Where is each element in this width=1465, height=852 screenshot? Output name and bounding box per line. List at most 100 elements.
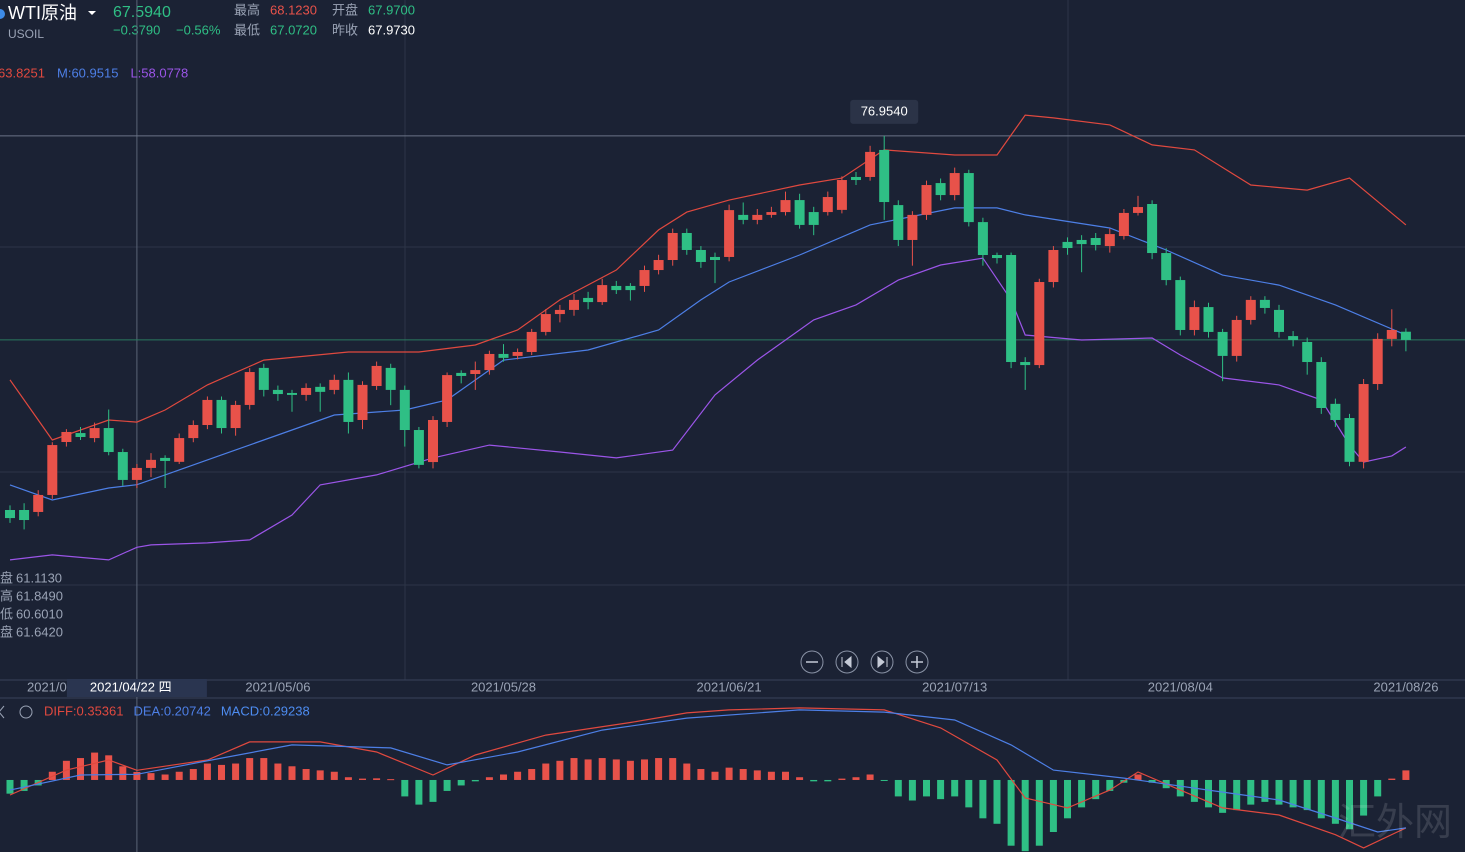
macd-bar (1388, 778, 1396, 780)
candle-body (442, 375, 453, 422)
collapse-button[interactable] (0, 705, 5, 719)
candle-body (611, 285, 622, 291)
macd-bar (232, 763, 240, 780)
candle-body (1274, 309, 1284, 332)
macd-bar (133, 771, 141, 780)
macd-bar (119, 766, 127, 780)
macd-bar (796, 777, 804, 780)
candle-body (470, 370, 481, 374)
candle-body (287, 392, 297, 395)
candle-body (1090, 238, 1101, 245)
candle-body (949, 173, 960, 196)
macd-bar (401, 779, 409, 797)
next-button[interactable] (870, 650, 894, 674)
candle-body (1372, 338, 1383, 385)
macd-bar (556, 760, 564, 780)
macd-bar (697, 769, 705, 780)
macd-bar (1219, 779, 1227, 813)
watermark: 汇外网 (1338, 802, 1452, 844)
macd-bar (316, 770, 324, 780)
macd-bar (1346, 779, 1353, 830)
macd-bar (1360, 779, 1368, 816)
prev-button[interactable] (835, 650, 859, 674)
candle-body (724, 210, 735, 257)
candle-body (1259, 299, 1270, 308)
macd-bar (1331, 779, 1339, 824)
macd-bar (965, 779, 973, 808)
macd-bar (1176, 779, 1184, 797)
macd-bar (711, 771, 719, 780)
candle-body (1302, 341, 1313, 363)
candle-body (272, 389, 283, 395)
macd-bar (753, 770, 761, 780)
macd-bar (1402, 770, 1410, 780)
macd-bar (894, 779, 902, 797)
candle-body (244, 372, 255, 405)
candle-body (61, 431, 72, 442)
candle-body (1288, 336, 1299, 340)
settings-button[interactable] (19, 705, 33, 719)
candle-body (893, 205, 904, 240)
macd-bar (443, 779, 451, 791)
zoom-in-button[interactable] (905, 650, 929, 674)
macd-bar (1106, 779, 1114, 791)
symbol-name[interactable]: WTI原油 (8, 3, 77, 23)
macd-bar (739, 769, 747, 780)
macd-bar (1247, 779, 1255, 805)
candle-body (1330, 403, 1341, 420)
candle-body (343, 379, 354, 422)
max-price-label: 76.9540 (861, 103, 908, 118)
macd-line (9, 709, 1406, 833)
candle-body (5, 510, 15, 519)
macd-bar (218, 764, 225, 780)
info-label: 高 (0, 588, 13, 603)
candle-body (188, 425, 199, 439)
candle-body (1020, 362, 1031, 366)
candle-body (1076, 239, 1087, 245)
info-value: 60.6010 (16, 606, 63, 621)
bollinger-line (9, 257, 1407, 561)
macd-bar (824, 779, 832, 782)
candle-body (1175, 280, 1186, 330)
macd-bar (359, 778, 366, 780)
candle-body (75, 433, 86, 437)
macd-bar (866, 774, 874, 780)
candle-body (695, 249, 706, 262)
candle-body (1118, 212, 1129, 237)
macd-bar (1289, 779, 1297, 808)
macd-bar (810, 779, 818, 782)
zoom-out-button[interactable] (800, 650, 824, 674)
x-tick-label: 2021/06/21 (697, 679, 762, 694)
candle-body (879, 149, 890, 203)
candle-body (977, 222, 988, 255)
macd-bar (584, 759, 592, 780)
candle-body (1217, 331, 1228, 356)
candle-body (230, 404, 241, 429)
stat-value: 67.9730 (368, 22, 415, 37)
stat-value: 67.0720 (270, 22, 317, 37)
candle-body (1034, 282, 1045, 366)
candle-body (583, 297, 594, 303)
candle-body (89, 428, 100, 439)
macd-bar (1007, 779, 1015, 846)
macd-bar (570, 758, 578, 780)
candle-body (33, 494, 44, 512)
macd-bar (1021, 779, 1029, 852)
candle-body (399, 389, 410, 431)
macd-bar (387, 779, 395, 781)
candle-body (865, 151, 876, 177)
dropdown-arrow[interactable] (88, 11, 96, 15)
macd-bar (923, 779, 930, 797)
macd-bar (782, 771, 789, 780)
candle-body (160, 457, 171, 461)
candle-body (1231, 319, 1242, 356)
candle-body (174, 438, 185, 462)
max-price-tooltip (850, 99, 919, 124)
candle-body (385, 367, 396, 390)
candle-body (639, 270, 650, 286)
macd-bar (373, 778, 381, 780)
candle-body (653, 260, 664, 271)
candle-body (1203, 307, 1214, 332)
stat-value: 67.9700 (368, 2, 415, 17)
candle-body (569, 299, 579, 310)
